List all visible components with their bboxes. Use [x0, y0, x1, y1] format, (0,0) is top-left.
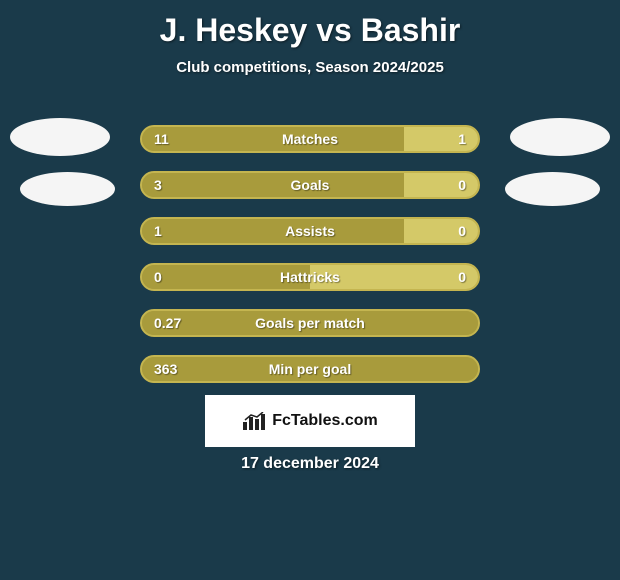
stat-row: 00Hattricks	[140, 263, 480, 291]
stat-row: 363Min per goal	[140, 355, 480, 383]
page-title: J. Heskey vs Bashir	[0, 0, 620, 49]
stat-label: Assists	[142, 219, 478, 243]
stats-container: 111Matches 30Goals 10Assists 00Hattricks 0.2…	[140, 125, 480, 401]
page-subtitle: Club competitions, Season 2024/2025	[0, 59, 620, 76]
logo-text: FcTables.com	[272, 412, 378, 430]
stat-row: 0.27Goals per match	[140, 309, 480, 337]
stat-row: 10Assists	[140, 217, 480, 245]
stat-label: Goals per match	[142, 311, 478, 335]
player-left-avatar-2	[20, 172, 115, 206]
chart-icon	[242, 412, 266, 430]
player-right-avatar-1	[510, 118, 610, 156]
player-right-avatar-2	[505, 172, 600, 206]
stat-label: Hattricks	[142, 265, 478, 289]
stat-row: 111Matches	[140, 125, 480, 153]
stat-label: Goals	[142, 173, 478, 197]
stat-label: Min per goal	[142, 357, 478, 381]
stat-row: 30Goals	[140, 171, 480, 199]
player-left-avatar-1	[10, 118, 110, 156]
fctables-logo[interactable]: FcTables.com	[205, 395, 415, 447]
stat-label: Matches	[142, 127, 478, 151]
date-label: 17 december 2024	[0, 455, 620, 473]
